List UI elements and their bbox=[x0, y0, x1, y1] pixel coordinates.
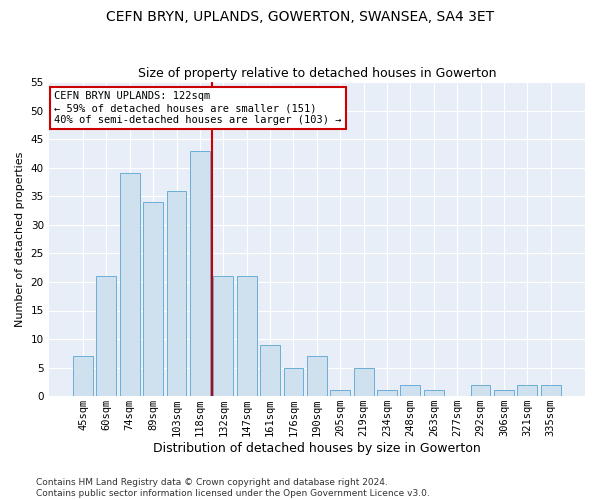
Bar bbox=[167, 190, 187, 396]
Bar bbox=[494, 390, 514, 396]
Text: CEFN BRYN UPLANDS: 122sqm
← 59% of detached houses are smaller (151)
40% of semi: CEFN BRYN UPLANDS: 122sqm ← 59% of detac… bbox=[54, 92, 341, 124]
Y-axis label: Number of detached properties: Number of detached properties bbox=[15, 152, 25, 327]
Bar bbox=[353, 368, 374, 396]
Bar bbox=[237, 276, 257, 396]
Bar bbox=[517, 384, 537, 396]
Bar bbox=[541, 384, 560, 396]
Title: Size of property relative to detached houses in Gowerton: Size of property relative to detached ho… bbox=[137, 66, 496, 80]
Bar bbox=[307, 356, 327, 396]
Bar bbox=[120, 174, 140, 396]
Bar bbox=[260, 345, 280, 396]
Bar bbox=[470, 384, 490, 396]
Bar bbox=[97, 276, 116, 396]
Bar bbox=[330, 390, 350, 396]
Bar bbox=[377, 390, 397, 396]
Bar bbox=[73, 356, 93, 396]
Text: Contains HM Land Registry data © Crown copyright and database right 2024.
Contai: Contains HM Land Registry data © Crown c… bbox=[36, 478, 430, 498]
Text: CEFN BRYN, UPLANDS, GOWERTON, SWANSEA, SA4 3ET: CEFN BRYN, UPLANDS, GOWERTON, SWANSEA, S… bbox=[106, 10, 494, 24]
Bar bbox=[190, 150, 210, 396]
Bar bbox=[424, 390, 443, 396]
X-axis label: Distribution of detached houses by size in Gowerton: Distribution of detached houses by size … bbox=[153, 442, 481, 455]
Bar bbox=[400, 384, 421, 396]
Bar bbox=[284, 368, 304, 396]
Bar bbox=[143, 202, 163, 396]
Bar bbox=[214, 276, 233, 396]
